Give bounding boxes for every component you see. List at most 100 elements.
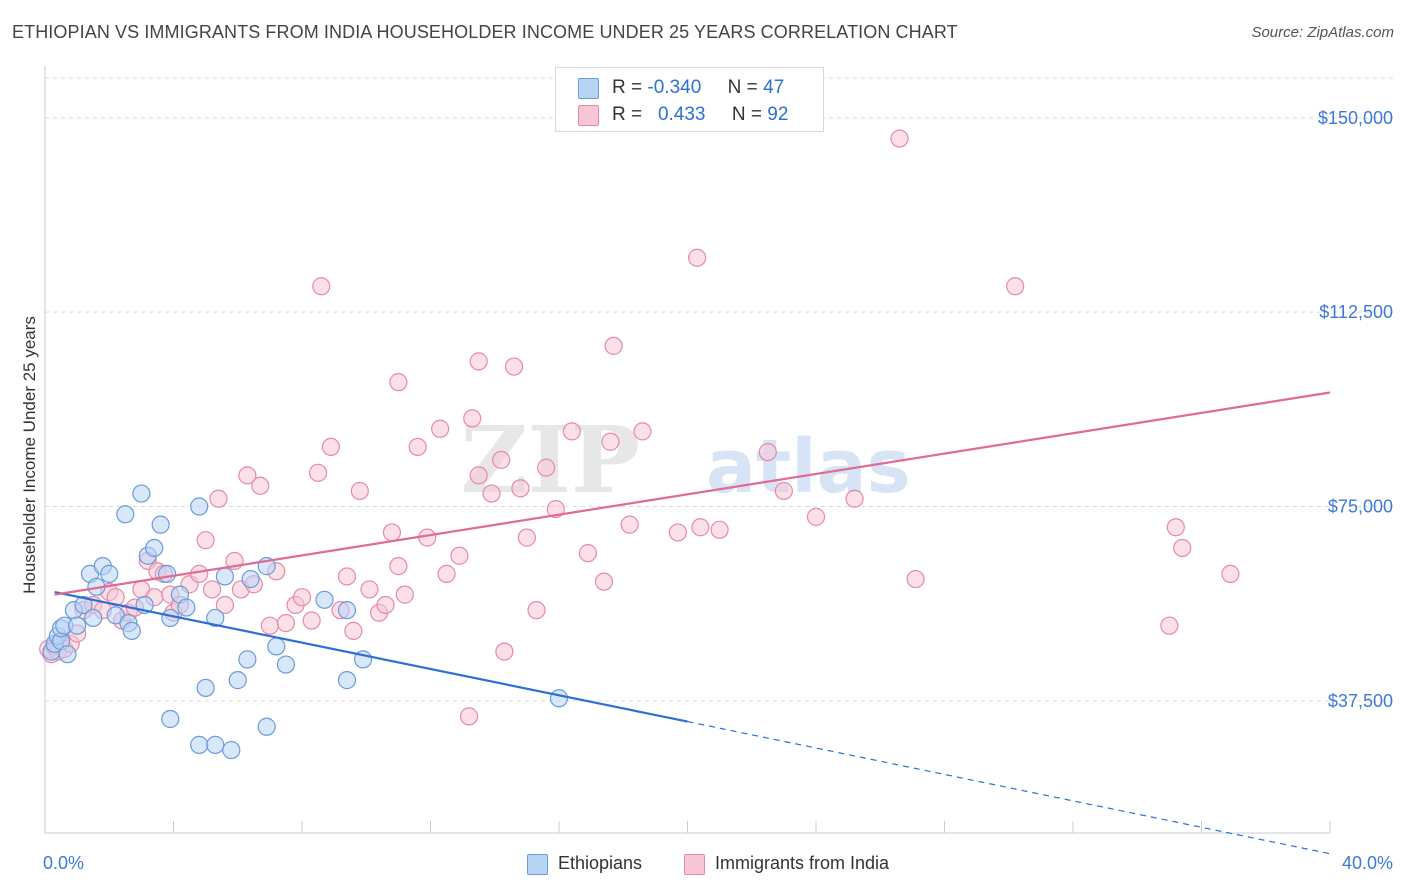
ethiopian-point <box>122 621 141 640</box>
india-point <box>360 580 379 599</box>
legend-r-value: 0.433 <box>657 104 706 125</box>
india-point <box>774 481 793 501</box>
india-point <box>190 564 209 583</box>
ethiopians-swatch <box>527 854 548 875</box>
india-point <box>308 463 328 482</box>
india-point <box>546 499 565 519</box>
india-point <box>537 458 556 477</box>
india-point <box>906 569 925 589</box>
india-point <box>202 580 222 599</box>
india-point <box>1160 616 1179 635</box>
india-point <box>1221 564 1240 583</box>
ethiopian-point <box>84 608 103 628</box>
ethiopian-point <box>228 671 247 690</box>
legend-n-value: 47 <box>763 77 785 98</box>
india-point <box>691 518 710 537</box>
india-point <box>504 357 524 376</box>
india-point <box>1173 538 1192 558</box>
india-point <box>578 544 598 563</box>
ethiopian-point <box>215 567 234 586</box>
india-point <box>1166 518 1185 537</box>
ethiopians-trend-extension <box>687 720 1331 855</box>
ethiopian-point <box>241 569 260 589</box>
india-point <box>668 523 687 542</box>
india-point <box>469 466 488 485</box>
legend-n-label: N = <box>727 77 758 98</box>
india-point <box>106 588 125 607</box>
india-point <box>890 129 909 148</box>
ethiopians-trend-line <box>54 590 688 723</box>
india-point <box>469 352 488 371</box>
india-point <box>389 373 408 392</box>
tick-labels: $37,500 $75,000 $112,500 $150,000 0.0% 40.0% <box>43 108 1393 873</box>
ethiopian-point <box>337 671 357 690</box>
watermark-atlas: atlas <box>706 424 911 510</box>
india-point <box>482 484 501 503</box>
gridlines <box>45 77 1393 702</box>
india-point <box>209 489 228 508</box>
x-tick-label: 40.0% <box>1342 853 1393 873</box>
ethiopian-point <box>276 655 296 674</box>
ethiopian-point <box>222 740 241 760</box>
ethiopian-point <box>206 608 225 628</box>
india-point <box>408 437 427 457</box>
india-point <box>382 523 402 542</box>
legend-r-label: R = <box>612 77 643 98</box>
ethiopian-point <box>145 538 164 558</box>
ethiopian-point <box>151 515 170 534</box>
india-point <box>463 409 482 428</box>
india-point <box>758 442 777 462</box>
india-point <box>527 601 546 620</box>
ethiopian-point <box>549 689 569 708</box>
legend-label: Ethiopians <box>558 853 643 873</box>
india-point <box>350 481 369 501</box>
ethiopian-point <box>257 717 276 736</box>
stats-legend: R = -0.340 N = 47 R = 0.433 N = 92 <box>555 67 824 132</box>
y-tick-label: $112,500 <box>1319 302 1393 322</box>
india-point <box>511 479 530 498</box>
india-point <box>251 476 270 495</box>
india-point <box>238 466 257 485</box>
trend-lines <box>54 391 1331 855</box>
india-point <box>1006 277 1025 296</box>
ethiopian-point <box>132 484 151 503</box>
india-point <box>604 336 623 355</box>
ethiopian-point <box>68 616 87 635</box>
ethiopian-point <box>116 505 135 524</box>
ethiopian-point <box>190 497 209 516</box>
y-tick-label: $37,500 <box>1328 691 1393 711</box>
india-point <box>620 515 639 534</box>
india-swatch <box>578 105 599 126</box>
india-point <box>437 564 456 583</box>
india-point <box>517 528 536 547</box>
ethiopian-point <box>100 564 119 583</box>
y-tick-label: $75,000 <box>1328 497 1393 517</box>
india-point <box>292 588 312 607</box>
india-point <box>459 707 479 726</box>
legend-label: Immigrants from India <box>715 853 890 873</box>
india-point <box>431 419 450 438</box>
india-point <box>633 422 652 441</box>
india-point <box>196 531 215 550</box>
legend-n-value: 92 <box>767 104 789 125</box>
ethiopian-point <box>267 637 286 656</box>
ethiopian-point <box>58 645 77 664</box>
india-point <box>594 572 614 591</box>
ethiopian-point <box>161 709 180 729</box>
india-point <box>389 557 408 576</box>
india-points <box>39 129 1240 726</box>
india-point <box>321 437 341 457</box>
india-point <box>495 642 514 661</box>
legend-r-value: -0.340 <box>647 77 702 98</box>
india-point <box>601 432 620 451</box>
ethiopian-point <box>190 735 209 754</box>
y-tick-label: $150,000 <box>1318 108 1393 128</box>
india-point <box>276 614 296 633</box>
watermark: ZIP atlas <box>461 406 911 514</box>
india-point <box>562 422 581 441</box>
india-point <box>260 616 279 635</box>
ethiopian-point <box>238 650 257 669</box>
india-point <box>710 520 729 539</box>
india-swatch <box>684 854 705 875</box>
